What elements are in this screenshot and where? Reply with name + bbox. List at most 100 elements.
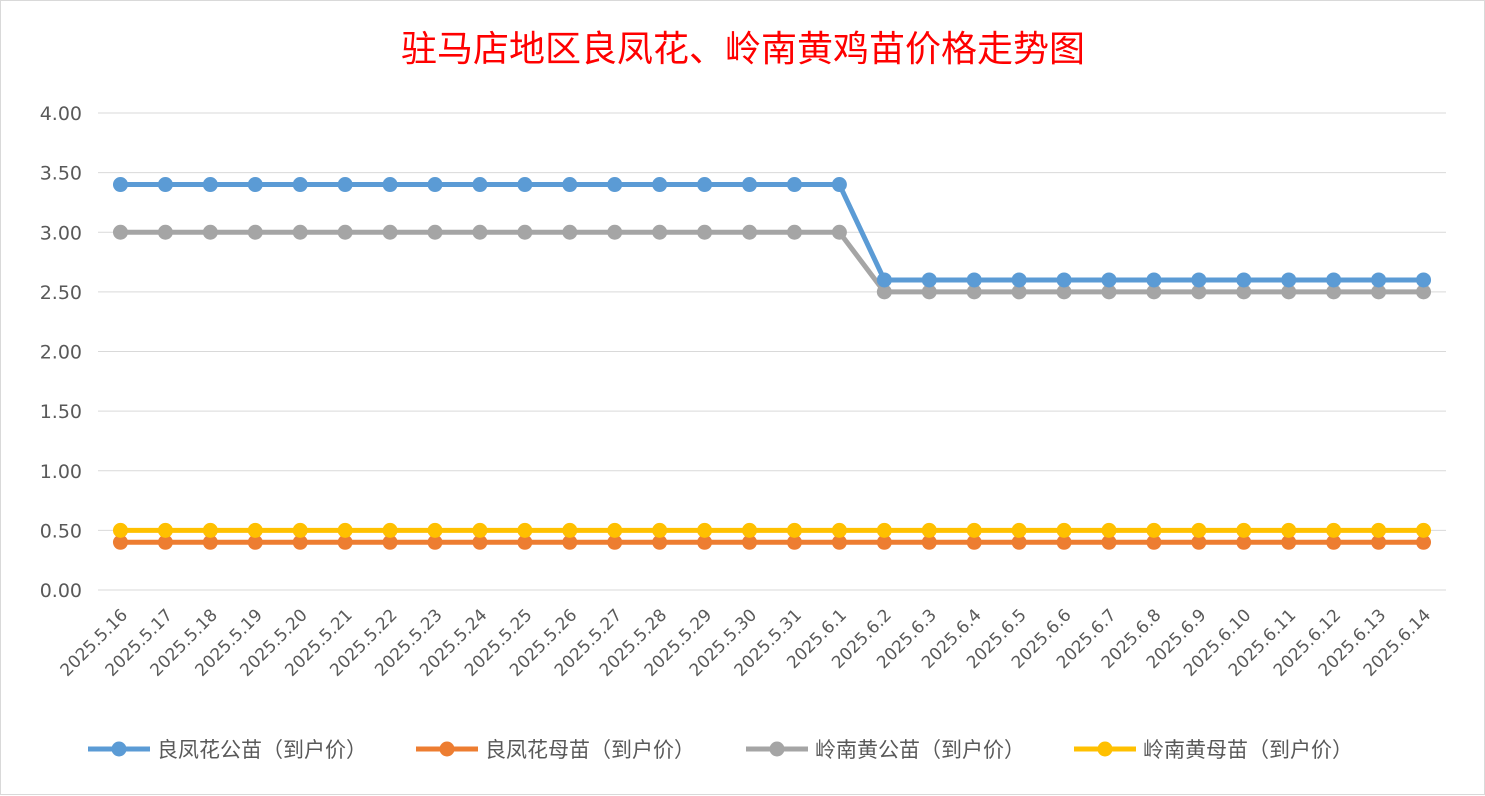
data-point: [1326, 534, 1342, 550]
data-point: [742, 224, 758, 240]
legend-label: 岭南黄母苗（到户价）: [1143, 738, 1353, 762]
data-point: [1281, 284, 1297, 300]
data-point: [1011, 272, 1027, 288]
y-tick-label: 1.00: [40, 461, 82, 483]
data-point: [517, 177, 533, 193]
data-point: [1326, 284, 1342, 300]
legend-item: 良凤花母苗（到户价）: [416, 738, 695, 762]
data-point: [292, 534, 308, 550]
data-point: [337, 224, 353, 240]
data-point: [1326, 522, 1342, 538]
data-point: [652, 177, 668, 193]
data-point: [1056, 272, 1072, 288]
data-point: [786, 522, 802, 538]
legend-swatch-marker: [111, 741, 127, 757]
data-point: [1416, 272, 1432, 288]
data-point: [472, 534, 488, 550]
data-point: [1101, 522, 1117, 538]
data-point: [742, 534, 758, 550]
data-point: [921, 284, 937, 300]
legend-label: 良凤花母苗（到户价）: [485, 738, 695, 762]
data-point: [607, 522, 623, 538]
y-tick-label: 2.00: [40, 342, 82, 364]
data-point: [1011, 534, 1027, 550]
data-point: [112, 534, 128, 550]
data-point: [1146, 534, 1162, 550]
data-point: [966, 522, 982, 538]
data-point: [1371, 284, 1387, 300]
data-point: [1191, 272, 1207, 288]
legend: 良凤花公苗（到户价） 良凤花母苗（到户价） 岭南黄公苗（到户价） 岭南黄母苗（到户价）: [88, 738, 1353, 762]
data-point: [1236, 284, 1252, 300]
data-point: [697, 522, 713, 538]
series-lines: [112, 177, 1432, 550]
data-point: [382, 177, 398, 193]
y-tick-label: 3.00: [40, 222, 82, 244]
data-point: [1371, 534, 1387, 550]
data-point: [921, 534, 937, 550]
data-point: [562, 522, 578, 538]
data-point: [247, 534, 263, 550]
data-point: [876, 534, 892, 550]
y-tick-label: 1.50: [40, 401, 82, 423]
data-point: [202, 177, 218, 193]
data-point: [1011, 522, 1027, 538]
legend-swatch-marker: [439, 741, 455, 757]
data-point: [921, 522, 937, 538]
data-point: [652, 534, 668, 550]
data-point: [202, 522, 218, 538]
data-point: [1101, 534, 1117, 550]
data-point: [607, 224, 623, 240]
data-point: [921, 272, 937, 288]
data-point: [1416, 522, 1432, 538]
data-point: [202, 224, 218, 240]
data-point: [1101, 284, 1117, 300]
data-point: [742, 522, 758, 538]
data-point: [382, 224, 398, 240]
data-point: [1281, 534, 1297, 550]
data-point: [1146, 522, 1162, 538]
series-line: [120, 229, 1424, 295]
data-point: [427, 522, 443, 538]
data-point: [337, 177, 353, 193]
data-point: [831, 534, 847, 550]
y-axis-ticks: 0.00 0.50 1.00 1.50 2.00 2.50 3.00 3.50 4.00: [40, 103, 82, 602]
data-point: [1191, 284, 1207, 300]
data-point: [382, 534, 398, 550]
data-point: [562, 177, 578, 193]
data-point: [1101, 272, 1117, 288]
data-point: [1191, 522, 1207, 538]
legend-swatch-marker: [769, 741, 785, 757]
data-point: [517, 224, 533, 240]
data-point: [157, 177, 173, 193]
data-point: [697, 534, 713, 550]
data-point: [427, 177, 443, 193]
data-point: [876, 284, 892, 300]
data-point: [337, 522, 353, 538]
data-point: [1146, 284, 1162, 300]
data-point: [1011, 284, 1027, 300]
legend-swatch-marker: [1097, 741, 1113, 757]
data-point: [966, 272, 982, 288]
data-point: [427, 534, 443, 550]
data-point: [472, 177, 488, 193]
y-tick-label: 3.50: [40, 163, 82, 185]
data-point: [202, 534, 218, 550]
data-point: [1236, 534, 1252, 550]
data-point: [831, 177, 847, 193]
data-point: [562, 534, 578, 550]
data-point: [517, 534, 533, 550]
data-point: [831, 224, 847, 240]
data-point: [1326, 272, 1342, 288]
data-point: [112, 177, 128, 193]
data-point: [157, 534, 173, 550]
series-1: [112, 177, 1432, 288]
data-point: [652, 224, 668, 240]
data-point: [247, 224, 263, 240]
data-point: [831, 522, 847, 538]
data-point: [966, 534, 982, 550]
legend-label: 良凤花公苗（到户价）: [157, 738, 367, 762]
y-tick-label: 4.00: [40, 103, 82, 125]
data-point: [337, 534, 353, 550]
